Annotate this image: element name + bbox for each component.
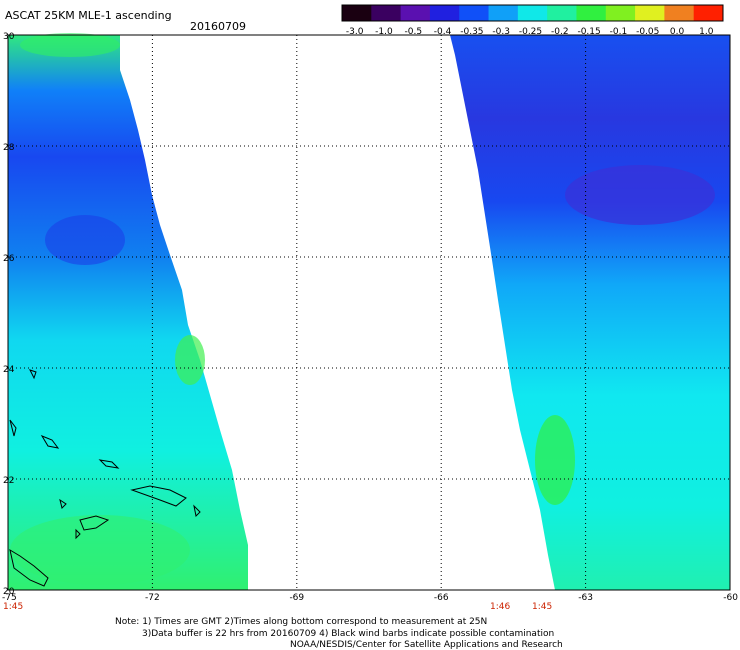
note-line-1: Note: 1) Times are GMT 2)Times along bot… <box>115 617 487 627</box>
time-label-mid2: 1:45 <box>532 602 552 612</box>
colorbar-segment <box>547 5 577 21</box>
longitude-tick-label: -69 <box>289 593 304 603</box>
colorbar-segment <box>664 5 695 21</box>
latitude-tick-label: 28 <box>3 143 15 153</box>
latitude-tick-label: 20 <box>3 587 15 597</box>
colorbar-segment <box>517 5 548 21</box>
colorbar-label: -0.4 <box>434 27 452 37</box>
colorbar-segment <box>371 5 402 21</box>
latitude-tick-label: 30 <box>3 32 15 42</box>
colorbar-segment <box>605 5 636 21</box>
colorbar-border <box>341 4 724 22</box>
note-line-3: NOAA/NESDIS/Center for Satellite Applica… <box>290 640 563 650</box>
colorbar-label: -0.3 <box>492 27 510 37</box>
longitude-labels: -75 -72 -69 -66 -63 -60 <box>2 593 738 603</box>
green-patch-1 <box>175 335 205 385</box>
colorbar-label: 0.0 <box>670 27 685 37</box>
green-patch-3 <box>20 33 120 57</box>
colorbar-segment <box>693 5 724 21</box>
colorbar-label: 1.0 <box>699 27 714 37</box>
colorbar-segment <box>429 5 460 21</box>
longitude-tick-label: -75 <box>2 593 17 603</box>
colorbar-label: -0.1 <box>610 27 628 37</box>
colorbar-segment <box>576 5 607 21</box>
time-label-left: 1:45 <box>3 602 23 612</box>
longitude-tick-label: -63 <box>578 593 593 603</box>
colorbar-label: -0.25 <box>519 27 542 37</box>
latitude-labels: 30 28 26 24 22 20 <box>3 32 15 597</box>
map-plot-area <box>7 33 731 591</box>
colorbar-segment <box>488 5 519 21</box>
longitude-tick-label: -66 <box>434 593 449 603</box>
longitude-tick-label: -72 <box>145 593 160 603</box>
map-title: ASCAT 25KM MLE-1 ascending <box>5 9 172 22</box>
colorbar-segment <box>459 5 490 21</box>
longitude-tick-label: -60 <box>723 593 738 603</box>
colorbar-label: -0.5 <box>404 27 422 37</box>
colorbar-label: -0.35 <box>460 27 483 37</box>
colorbar-label: -3.0 <box>346 27 364 37</box>
colorbar-labels: -3.0 -1.0 -0.5 -0.4 -0.35 -0.3 -0.25 -0.2 -0.15-… <box>346 27 714 37</box>
latitude-tick-label: 22 <box>3 476 14 486</box>
colorbar-segment <box>635 5 665 21</box>
colorbar-label: -0.15 <box>577 27 600 37</box>
colorbar-segment <box>342 5 372 21</box>
map-frame <box>7 34 731 591</box>
colorbar-label: -1.0 <box>375 27 393 37</box>
colorbar-segment <box>400 5 431 21</box>
coastlines <box>9 369 201 587</box>
map-date: 20160709 <box>190 20 246 33</box>
green-patch-4 <box>10 515 190 585</box>
time-label-mid1: 1:46 <box>490 602 510 612</box>
colorbar-label: -0.05 <box>636 27 659 37</box>
colorbar <box>341 4 724 22</box>
latitude-tick-label: 26 <box>3 254 15 264</box>
note-line-2: 3)Data buffer is 22 hrs from 20160709 4)… <box>142 629 554 639</box>
low-region-west <box>45 215 125 265</box>
swath-east <box>450 35 730 590</box>
latitude-tick-label: 24 <box>3 365 15 375</box>
swath-west <box>8 35 248 590</box>
green-patch-2 <box>535 415 575 505</box>
low-region-east <box>565 165 715 225</box>
colorbar-label: -0.2 <box>551 27 569 37</box>
